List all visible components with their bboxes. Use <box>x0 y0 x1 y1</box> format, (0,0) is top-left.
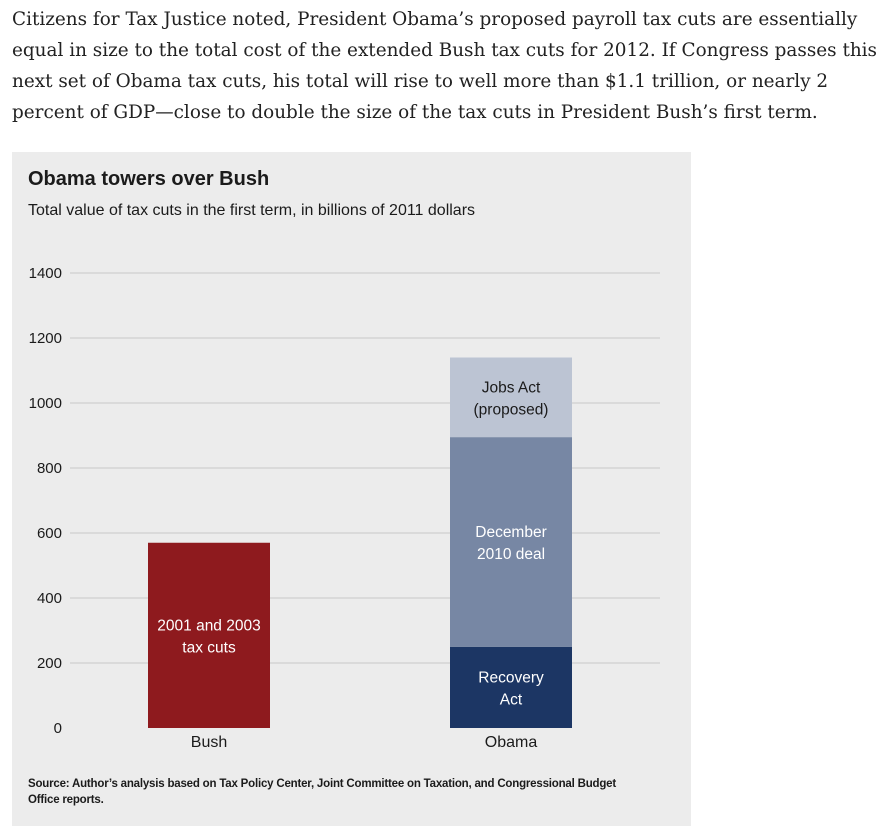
y-tick-label: 1200 <box>29 330 62 347</box>
bar-segment-4 <box>450 357 572 438</box>
chart-panel: 0 200 400 600 800 1000 1200 1400 2001 and 2003 t… <box>12 152 691 826</box>
x-axis-category-labels: Bush Obama <box>191 734 538 751</box>
y-tick-label: 600 <box>37 525 62 542</box>
segment-labels: 2001 and 2003 tax cuts Recovery Act December… <box>157 379 548 708</box>
bars <box>148 357 572 728</box>
bar-segment-1 <box>148 542 270 728</box>
y-tick-label: 1000 <box>29 395 62 412</box>
y-axis-tick-labels: 0 200 400 600 800 1000 1200 1400 <box>29 265 62 737</box>
segment-label: Jobs Act <box>482 379 541 396</box>
y-tick-label: 200 <box>37 655 62 672</box>
y-tick-label: 1400 <box>29 265 62 282</box>
segment-label: 2010 deal <box>477 546 545 563</box>
y-tick-label: 800 <box>37 460 62 477</box>
x-category-label: Bush <box>191 734 227 751</box>
chart-title: Obama towers over Bush <box>28 168 270 190</box>
bar-chart: 0 200 400 600 800 1000 1200 1400 2001 and 2003 t… <box>29 265 660 751</box>
y-tick-label: 0 <box>54 720 62 737</box>
y-tick-label: 400 <box>37 590 62 607</box>
bar-segment-3 <box>450 437 572 647</box>
x-category-label: Obama <box>485 734 538 751</box>
segment-label: Recovery <box>478 669 544 686</box>
segment-label: (proposed) <box>474 401 549 418</box>
intro-paragraph: Citizens for Tax Justice noted, Presiden… <box>12 9 877 123</box>
segment-label: Act <box>500 691 523 708</box>
segment-label: 2001 and 2003 <box>157 617 260 634</box>
chart-source-note: Source: Author’s analysis based on Tax P… <box>28 778 616 806</box>
segment-label: tax cuts <box>182 639 236 656</box>
bar-segment-2 <box>450 646 572 728</box>
chart-subtitle: Total value of tax cuts in the first ter… <box>28 202 476 219</box>
segment-label: December <box>475 524 547 541</box>
